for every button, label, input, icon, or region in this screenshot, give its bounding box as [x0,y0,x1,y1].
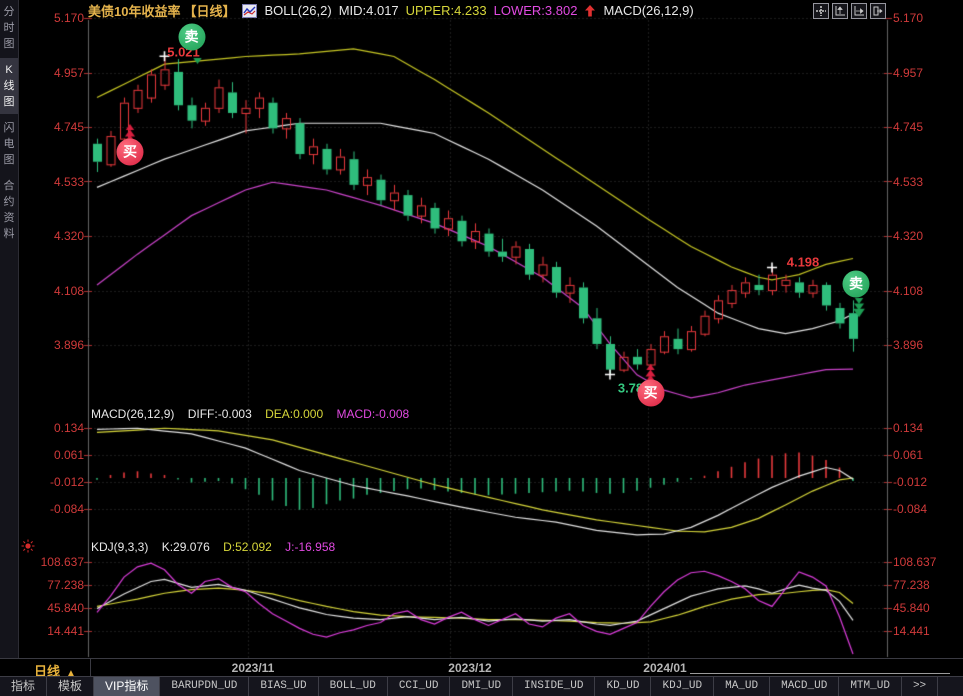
boll-lower-value: LOWER:3.802 [493,3,578,18]
x-axis-date-label: 2023/11 [231,661,275,675]
y-axis-label: 4.745 [53,120,84,135]
y-axis-label: 4.533 [893,174,924,189]
macd-panel-header: MACD(26,12,9) DIFF:-0.003 DEA:0.000 MACD… [91,407,419,421]
period-selector[interactable]: 日线 ▲ [34,661,76,680]
tab-dmi_ud[interactable]: DMI_UD [450,677,514,696]
tab-cci_ud[interactable]: CCI_UD [388,677,451,696]
price-annotation: 4.198 [786,254,820,270]
y-axis-label: -0.012 [49,475,84,490]
indicator-tab-bar: 指标 模板 VIP指标 BARUPDN_UD BIAS_UD BOLL_UD CCI_UD D… [0,676,963,696]
y-axis-label: 0.061 [53,448,84,463]
visible-range-indicator[interactable] [690,673,950,674]
tab-vip[interactable]: VIP指标 [94,677,161,696]
macd-dea-value: DEA:0.000 [265,407,324,421]
x-axis-date-label: 2024/01 [643,661,687,675]
zoom-horizontal-icon[interactable] [851,3,867,19]
sidebar-item-selected[interactable]: K线图 [0,58,18,114]
x-axis-date-label: 2023/12 [448,661,492,675]
tab-kdj_ud[interactable]: KDJ_UD [651,677,715,696]
buy-signal-marker: 买 [637,379,664,407]
y-axis-label: 4.745 [893,120,924,135]
y-axis-label: 108.637 [40,555,84,569]
kdj-d-value: D:52.092 [223,540,272,554]
tab-mtm_ud[interactable]: MTM_UD [839,677,902,696]
tab-barupdn_ud[interactable]: BARUPDN_UD [160,677,250,696]
instrument-title: 美债10年收益率 [88,4,181,19]
tab-boll_ud[interactable]: BOLL_UD [319,677,388,696]
sidebar-item-view[interactable]: 闪电图 [3,122,15,166]
tab-bias_ud[interactable]: BIAS_UD [249,677,319,696]
y-axis-label: -0.084 [893,502,928,517]
macd-diff-value: DIFF:-0.003 [187,407,252,421]
signal-price-label: 3.78 [617,380,644,396]
y-axis-label: 5.170 [53,11,84,25]
y-axis-label: 4.108 [53,283,84,298]
boll-mid-value: MID:4.017 [338,3,399,18]
macd-name: MACD(26,12,9) [91,407,175,421]
y-axis-label: 108.637 [893,555,937,569]
tab-[interactable]: 模板 [47,677,95,696]
y-axis-label: 4.957 [53,65,84,80]
macd-label: MACD(26,12,9) [603,3,694,18]
chart-header: 美债10年收益率 【日线】 BOLL(26,2) MID:4.017 UPPER… [88,2,694,19]
sell-signal-marker: 卖 [178,23,205,51]
tab-ma_ud[interactable]: MA_UD [714,677,771,696]
sidebar-item-view[interactable]: 合约资料 [3,180,15,240]
x-axis-bar: 日线 ▲ 2023/11 2023/12 2024/01 [0,658,963,680]
macd-macd-value: MACD:-0.008 [336,407,410,421]
y-axis-label: 45.840 [893,600,930,615]
zoom-vertical-icon[interactable] [832,3,848,19]
y-axis-label: 0.134 [53,420,84,435]
y-axis-label: 3.896 [893,338,924,352]
y-axis-label: 3.896 [53,338,84,352]
tab-inside_ud[interactable]: INSIDE_UD [513,677,596,696]
red-sun-icon[interactable] [21,539,35,553]
y-axis-label: 5.170 [893,11,924,25]
collapse-arrow-icon[interactable]: ▲ [66,668,76,679]
red-up-arrow-icon [584,4,596,18]
period-tag: 【日线】 [183,4,236,19]
line-chart-icon[interactable] [242,3,258,18]
y-axis-label: 14.441 [893,623,930,638]
y-axis-label: 45.840 [47,600,84,615]
boll-label: BOLL(26,2) [264,3,332,18]
kdj-name: KDJ(9,3,3) [91,540,149,554]
y-axis-label: 77.238 [893,578,930,592]
tab-kd_ud[interactable]: KD_UD [595,677,652,696]
tab-macd_ud[interactable]: MACD_UD [770,677,840,696]
kdj-j-value: J:-16.958 [285,540,336,554]
tab-[interactable]: >> [902,677,939,696]
kdj-k-value: K:29.076 [161,540,210,554]
y-axis-label: 14.441 [47,623,84,638]
y-axis-label: 0.061 [893,448,924,463]
exit-chart-icon[interactable] [870,3,886,19]
chart-toolbar [813,3,886,19]
axis-bar-divider [90,659,91,677]
y-axis-label: -0.084 [49,502,84,517]
tab-[interactable]: 指标 [0,677,48,696]
period-text: 日线 [34,664,61,679]
y-axis-label: 4.533 [53,174,84,189]
sell-signal-marker: 卖 [842,270,870,298]
y-axis-label: 77.238 [47,578,84,592]
y-axis-label: 4.957 [893,65,924,80]
y-axis-label: 4.320 [53,229,84,244]
boll-upper-value: UPPER:4.233 [405,3,487,18]
y-axis-label: 4.320 [893,229,924,244]
pan-crosshair-icon[interactable] [813,3,829,19]
buy-signal-marker: 买 [116,138,144,166]
view-mode-sidebar: 分时图 K线图闪电图合约资料 [0,0,19,658]
y-axis-label: -0.012 [893,475,928,490]
sidebar-item-view[interactable]: 分时图 [3,6,15,50]
y-axis-label: 0.134 [893,420,924,435]
kdj-panel-header: KDJ(9,3,3) K:29.076 D:52.092 J:-16.958 [91,540,345,554]
y-axis-label: 4.108 [893,283,924,298]
